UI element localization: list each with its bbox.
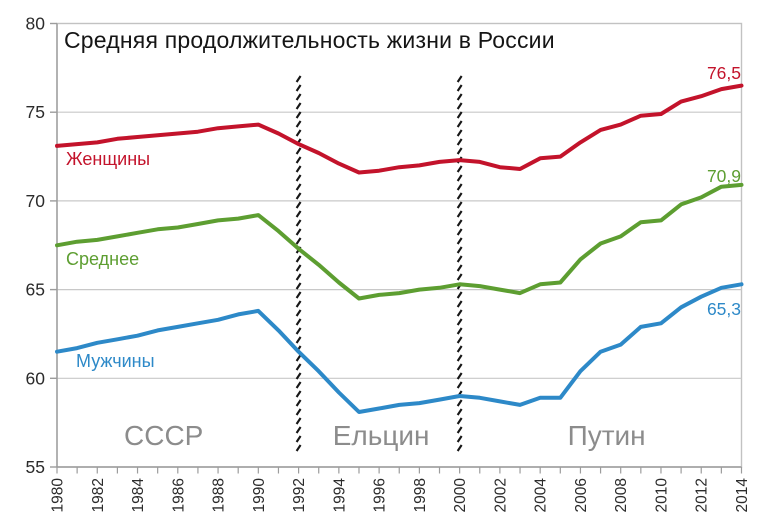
y-axis-tick-label: 65	[26, 280, 45, 300]
x-axis-tick-label: 1990	[251, 478, 268, 513]
era-label-ussr: СССР	[124, 420, 204, 451]
end-value-average: 70,9	[706, 166, 741, 186]
x-axis-tick-label: 2006	[573, 478, 590, 512]
era-label-yeltsin: Ельцин	[332, 420, 430, 451]
series-label-women: Женщины	[66, 149, 151, 169]
y-axis-tick-label: 70	[26, 191, 46, 211]
x-axis-tick-label: 1988	[211, 478, 228, 512]
x-axis-tick-label: 1998	[412, 478, 429, 512]
x-axis-tick-label: 2008	[613, 478, 630, 512]
x-axis-tick-label: 1996	[372, 478, 389, 512]
x-axis-tick-label: 2000	[452, 478, 469, 513]
x-axis-tick-label: 1986	[170, 478, 187, 512]
y-axis-tick-label: 60	[26, 368, 46, 388]
series-line-men	[55, 282, 744, 414]
y-axis-tick-label: 80	[26, 14, 46, 34]
x-axis-tick-label: 2002	[492, 478, 509, 512]
x-axis-tick-label: 2012	[694, 478, 711, 512]
era-label-putin: Путин	[567, 420, 646, 451]
plot-border	[56, 22, 743, 468]
series-line-women	[55, 83, 744, 175]
x-axis-tick-label: 1982	[90, 478, 107, 512]
x-axis-tick-label: 1984	[130, 478, 147, 513]
series-line-average	[55, 182, 744, 301]
x-axis-tick-label: 2004	[533, 478, 550, 513]
chart-title: Средняя продолжительность жизни в России	[64, 27, 555, 53]
end-value-men: 65,3	[706, 299, 741, 319]
x-axis-tick-label: 2014	[734, 478, 751, 513]
series-label-men: Мужчины	[76, 351, 155, 371]
x-axis-tick-label: 1992	[291, 478, 308, 512]
x-axis-tick-label: 2010	[653, 478, 670, 513]
x-axis-tick-label: 1980	[50, 478, 67, 513]
x-axis-tick-label: 1994	[331, 478, 348, 513]
era-divider-1992	[295, 75, 302, 452]
end-value-women: 76,5	[706, 63, 741, 83]
series-label-average: Среднее	[66, 249, 140, 269]
y-axis-tick-label: 75	[26, 102, 45, 122]
y-axis-tick-label: 55	[26, 457, 45, 477]
